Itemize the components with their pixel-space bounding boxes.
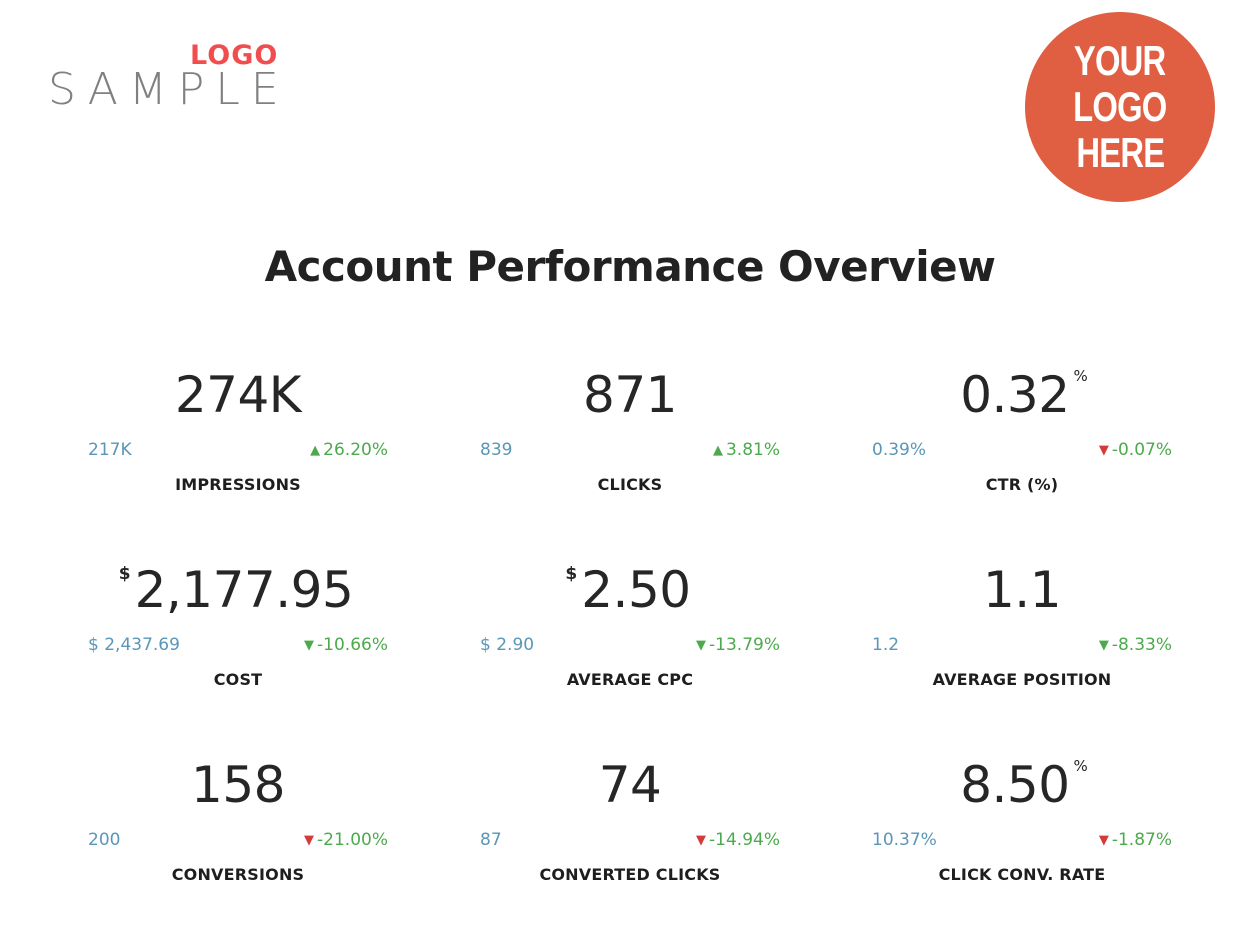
metric-value: 1.1 [982, 561, 1062, 619]
change-indicator: ▼ -13.79% [696, 635, 780, 655]
metric-value-wrap: 274K [88, 365, 388, 425]
arrow-down-icon: ▼ [304, 833, 315, 848]
metric-value-wrap: 8.50% [872, 755, 1172, 815]
metric-average-position: 1.1 1.2 ▼ -8.33% AVERAGE POSITION [872, 560, 1172, 710]
previous-value: 10.37% [872, 830, 937, 850]
change-value: -13.79% [709, 635, 780, 655]
previous-value: 0.39% [872, 440, 927, 460]
arrow-down-icon: ▼ [304, 638, 315, 653]
logo-small-word: LOGO [190, 40, 279, 71]
page-title: Account Performance Overview [264, 242, 996, 291]
arrow-down-icon: ▼ [696, 638, 707, 653]
metric-value: 2,177.95 [134, 561, 354, 619]
arrow-down-icon: ▼ [1098, 833, 1109, 848]
metric-average-cpc: $2.50 $ 2.90 ▼ -13.79% AVERAGE CPC [480, 560, 780, 710]
change-value: -14.94% [709, 830, 780, 850]
percent-suffix: % [1073, 367, 1088, 385]
previous-value: $ 2,437.69 [88, 635, 180, 655]
change-value: -1.87% [1111, 830, 1172, 850]
metric-value-wrap: 158 [88, 755, 388, 815]
metric-value: 0.32 [960, 366, 1070, 424]
change-value: -0.07% [1111, 440, 1172, 460]
change-indicator: ▼ -14.94% [696, 830, 780, 850]
metric-converted-clicks: 74 87 ▼ -14.94% CONVERTED CLICKS [480, 755, 780, 905]
metric-label: COST [213, 670, 263, 689]
metric-value-wrap: $2.50 [480, 560, 780, 620]
previous-value: 1.2 [872, 635, 900, 655]
metric-label: CONVERTED CLICKS [539, 865, 721, 884]
logo-large-word: SAMPLE [48, 64, 290, 115]
previous-value: 87 [480, 830, 502, 850]
metric-value: 158 [191, 756, 285, 814]
logo-line-2: LOGO [1073, 83, 1167, 130]
change-indicator: ▼ -21.00% [304, 830, 388, 850]
metric-value-wrap: $2,177.95 [88, 560, 388, 620]
change-value: 3.81% [725, 440, 780, 460]
metric-label: CTR (%) [985, 475, 1059, 494]
metric-clicks: 871 839 ▲ 3.81% CLICKS [480, 365, 780, 515]
change-indicator: ▼ -8.33% [1099, 635, 1172, 655]
currency-prefix: $ [565, 564, 578, 584]
your-logo-here-badge: YOUR LOGO HERE [1025, 12, 1215, 202]
previous-value: $ 2.90 [480, 635, 535, 655]
metric-label: AVERAGE POSITION [932, 670, 1112, 689]
metric-value-wrap: 871 [480, 365, 780, 425]
change-indicator: ▼ -10.66% [304, 635, 388, 655]
change-value: -21.00% [317, 830, 388, 850]
change-indicator: ▼ -1.87% [1099, 830, 1172, 850]
change-indicator: ▲ 3.81% [713, 440, 780, 460]
logo-line-3: HERE [1076, 129, 1165, 176]
previous-value: 200 [88, 830, 121, 850]
metric-ctr: 0.32% 0.39% ▼ -0.07% CTR (%) [872, 365, 1172, 515]
percent-suffix: % [1073, 757, 1088, 775]
metric-label: IMPRESSIONS [175, 475, 301, 494]
logo-line-1: YOUR [1074, 37, 1166, 84]
metric-value: 2.50 [581, 561, 691, 619]
metric-value-wrap: 74 [480, 755, 780, 815]
metric-value-wrap: 1.1 [872, 560, 1172, 620]
arrow-down-icon: ▼ [1098, 443, 1109, 458]
metric-label: CLICKS [597, 475, 663, 494]
metric-label: CLICK CONV. RATE [938, 865, 1106, 884]
change-value: -8.33% [1111, 635, 1172, 655]
arrow-up-icon: ▲ [310, 443, 321, 458]
change-value: 26.20% [323, 440, 388, 460]
change-indicator: ▼ -0.07% [1099, 440, 1172, 460]
metric-cost: $2,177.95 $ 2,437.69 ▼ -10.66% COST [88, 560, 388, 710]
metric-value-wrap: 0.32% [872, 365, 1172, 425]
metric-label: AVERAGE CPC [566, 670, 694, 689]
metric-conversions: 158 200 ▼ -21.00% CONVERSIONS [88, 755, 388, 905]
change-indicator: ▲ 26.20% [310, 440, 388, 460]
metric-click-conv-rate: 8.50% 10.37% ▼ -1.87% CLICK CONV. RATE [872, 755, 1172, 905]
metric-value: 74 [598, 756, 662, 814]
sample-logo: LOGO SAMPLE [48, 40, 288, 120]
change-value: -10.66% [317, 635, 388, 655]
arrow-up-icon: ▲ [712, 443, 723, 458]
currency-prefix: $ [118, 564, 131, 584]
metric-value: 8.50 [960, 756, 1070, 814]
metric-value: 274K [174, 366, 302, 424]
metric-value: 871 [583, 366, 677, 424]
previous-value: 839 [480, 440, 513, 460]
arrow-down-icon: ▼ [696, 833, 707, 848]
metric-impressions: 274K 217K ▲ 26.20% IMPRESSIONS [88, 365, 388, 515]
arrow-down-icon: ▼ [1098, 638, 1109, 653]
metric-label: CONVERSIONS [171, 865, 305, 884]
previous-value: 217K [88, 440, 132, 460]
